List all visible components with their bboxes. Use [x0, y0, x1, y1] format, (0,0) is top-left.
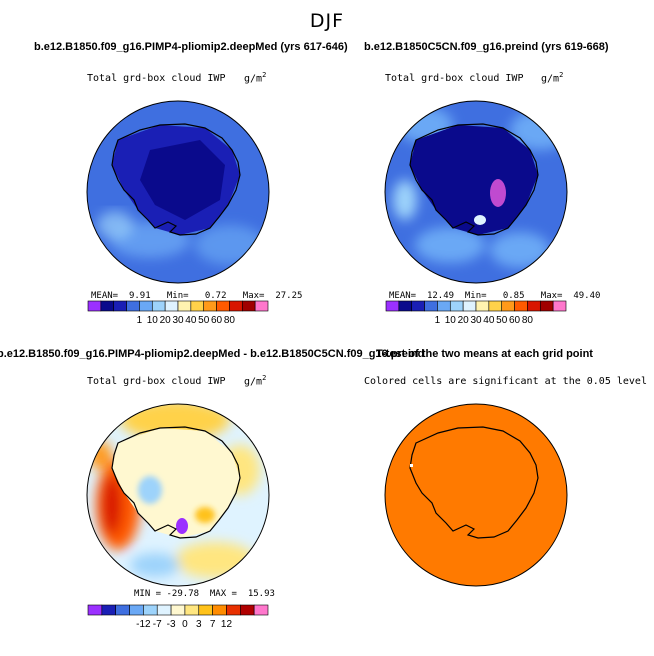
- panel1-colorbar-swatch: [241, 300, 256, 312]
- panel2-colorbar-tick-label: 50: [496, 315, 508, 326]
- panel2-colorbar-swatch: [552, 300, 567, 312]
- panel1-colorbar-swatch: [216, 300, 230, 312]
- panel1-colorbar-swatch: [190, 300, 205, 312]
- panel3-colorbar-swatch: [212, 604, 227, 616]
- panel3-colorbar-swatch: [156, 604, 172, 616]
- panel1-stats: MEAN= 9.91 Min= 0.72 Max= 27.25: [91, 291, 303, 301]
- panel1-colorbar-tick-label: 20: [160, 315, 172, 326]
- panel3-colorbar-tick-label: 12: [221, 619, 233, 630]
- panel3-colorbar-swatch: [87, 604, 103, 616]
- panel2-colorbar-tick-label: 10: [445, 315, 457, 326]
- panel2-colorbar-swatch: [398, 300, 413, 312]
- panel1-colorbar-tick-label: 80: [224, 315, 236, 326]
- panel3-colorbar-swatch: [170, 604, 186, 616]
- panel2-colorbar-swatch: [449, 300, 464, 312]
- panel2-colorbar-swatch: [539, 300, 554, 312]
- panel1-colorbar-swatch: [139, 300, 153, 312]
- panel3-subtitle: Total grd-box cloud IWP: [87, 376, 226, 387]
- panel1-colorbar-tick-label: 10: [147, 315, 159, 326]
- panel3-colorbar-tick-label: 0: [182, 619, 188, 630]
- panel3-colorbar: -12 -7 -3 0 3 7 12: [87, 604, 269, 630]
- panel1-colorbar-swatch: [126, 300, 140, 312]
- panel2-colorbar-tick-label: 40: [483, 315, 495, 326]
- panel2-colorbar-tick-label: 60: [509, 315, 521, 326]
- panel1-colorbar-swatch: [87, 300, 102, 312]
- panel4-title: T-test of the two means at each grid poi…: [376, 348, 593, 360]
- panel3-colorbar-tick-label: -7: [153, 619, 162, 630]
- panel1-colorbar-swatch: [100, 300, 115, 312]
- panel3-colorbar-swatch: [101, 604, 116, 616]
- panel1-colorbar-swatch: [254, 300, 269, 312]
- panel2-colorbar-swatch: [527, 300, 541, 312]
- panel2-colorbar-tick-label: 1: [435, 315, 441, 326]
- panel1-colorbar-swatch: [203, 300, 217, 312]
- panel3-colorbar-tick-label: -3: [167, 619, 176, 630]
- panel3-colorbar-swatch: [184, 604, 200, 616]
- panel3-title: b.e12.B1850.f09_g16.PIMP4-pliomip2.deepM…: [0, 348, 425, 360]
- panel2-map: [384, 100, 568, 284]
- panel3-colorbar-swatch: [129, 604, 144, 616]
- figure-title: DJF: [309, 10, 345, 32]
- panel1-subtitle: Total grd-box cloud IWP: [87, 73, 226, 84]
- panel3-map: [86, 403, 270, 587]
- panel2-units: g/m2: [541, 71, 564, 85]
- panel1-colorbar-swatch: [229, 300, 243, 312]
- panel1-colorbar-tick-label: 1: [137, 315, 143, 326]
- panel3-units: g/m2: [244, 374, 267, 388]
- panel1-colorbar-swatch: [164, 300, 179, 312]
- panel2-colorbar-tick-label: 30: [470, 315, 482, 326]
- panel2-colorbar-swatch: [488, 300, 503, 312]
- panel2-title: b.e12.B1850C5CN.f09_g16.preind (yrs 619-…: [364, 41, 609, 53]
- panel2-colorbar: 1 10 20 30 40 50 60 80: [385, 300, 567, 326]
- panel2-colorbar-swatch: [514, 300, 528, 312]
- panel2-subtitle: Total grd-box cloud IWP: [385, 73, 524, 84]
- panel1-colorbar-swatch: [113, 300, 127, 312]
- panel1-map: [86, 100, 270, 284]
- panel2-colorbar-swatch: [462, 300, 477, 312]
- panel3-colorbar-tick-label: 7: [210, 619, 216, 630]
- panel3-colorbar-swatch: [115, 604, 130, 616]
- panel3-colorbar-tick-label: -12: [136, 619, 151, 630]
- panel2-colorbar-tick-label: 20: [458, 315, 470, 326]
- panel3-colorbar-swatch: [253, 604, 269, 616]
- panel3-stats: MIN = -29.78 MAX = 15.93: [134, 589, 275, 599]
- panel2-colorbar-swatch: [424, 300, 438, 312]
- panel2-stats: MEAN= 12.49 Min= 0.85 Max= 49.40: [389, 291, 601, 301]
- panel1-title: b.e12.B1850.f09_g16.PIMP4-pliomip2.deepM…: [34, 41, 348, 53]
- panel3-colorbar-swatch: [226, 604, 241, 616]
- panel2-colorbar-swatch: [385, 300, 400, 312]
- panel3-colorbar-swatch: [198, 604, 213, 616]
- panel3-colorbar-swatch: [143, 604, 158, 616]
- panel1-colorbar-tick-label: 50: [198, 315, 210, 326]
- panel2-colorbar-swatch: [475, 300, 490, 312]
- panel4-subtitle: Colored cells are significant at the 0.0…: [364, 376, 647, 387]
- panel1-units: g/m2: [244, 71, 267, 85]
- panel3-colorbar-tick-label: 3: [196, 619, 202, 630]
- panel1-colorbar-swatch: [177, 300, 192, 312]
- panel1-colorbar-tick-label: 60: [211, 315, 223, 326]
- panel1-colorbar-swatch: [151, 300, 166, 312]
- panel1-colorbar: 1 10 20 30 40 50 60 80: [87, 300, 269, 326]
- panel2-colorbar-tick-label: 80: [522, 315, 534, 326]
- panel1-colorbar-tick-label: 40: [185, 315, 197, 326]
- panel2-colorbar-swatch: [437, 300, 451, 312]
- panel3-colorbar-swatch: [240, 604, 255, 616]
- panel1-colorbar-tick-label: 30: [172, 315, 184, 326]
- panel4-map: [384, 403, 568, 587]
- panel2-colorbar-swatch: [501, 300, 515, 312]
- panel2-colorbar-swatch: [411, 300, 425, 312]
